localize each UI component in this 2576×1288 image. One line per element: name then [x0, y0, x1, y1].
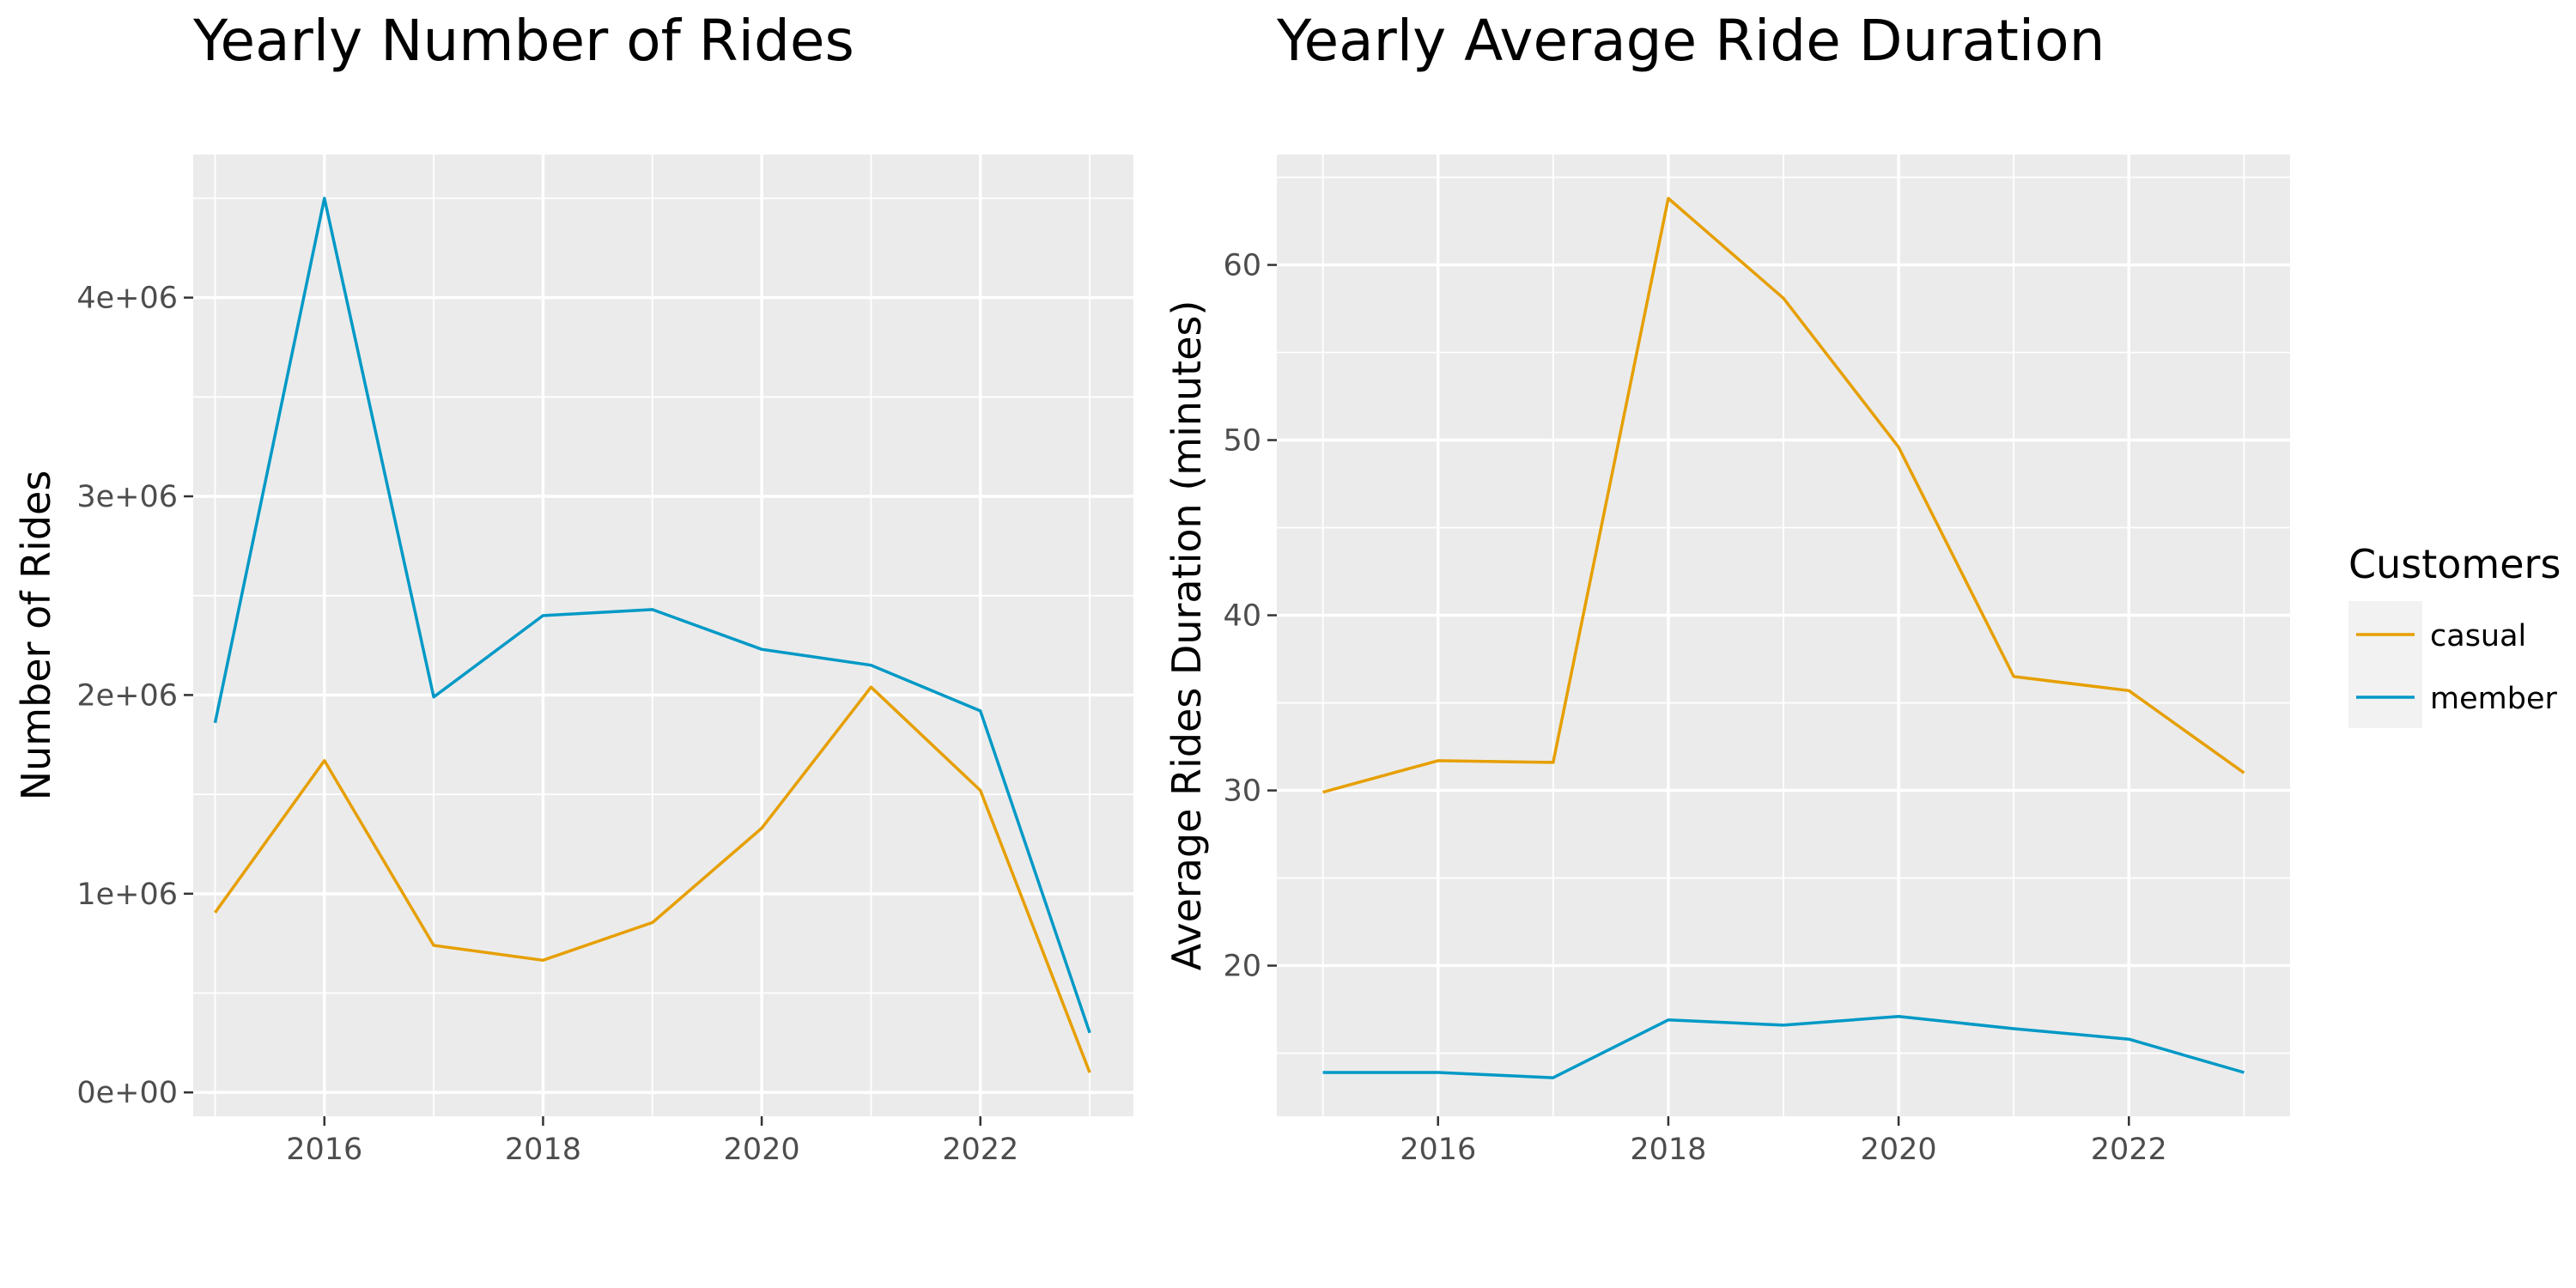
y-tick-label: 30: [1223, 775, 1261, 809]
y-tick-label: 50: [1223, 424, 1261, 459]
y-tick-label: 40: [1223, 599, 1261, 634]
y-axis-title: Number of Rides: [13, 471, 59, 801]
series-lines: [1322, 197, 2245, 1079]
y-axis: 20 30 40 50 60: [1223, 249, 1277, 984]
legend: Customers casual member: [2348, 541, 2561, 728]
x-tick-label: 2018: [1630, 1133, 1706, 1167]
x-axis: 2016 2018 2020 2022: [1400, 1116, 2167, 1167]
gridlines: [1277, 155, 2290, 1116]
y-tick-label: 1e+06: [76, 878, 178, 912]
y-tick-label: 0e+00: [76, 1076, 178, 1110]
series-line-casual: [214, 685, 1091, 1073]
x-axis: 2016 2018 2020 2022: [286, 1116, 1018, 1167]
y-tick-label: 3e+06: [76, 480, 178, 514]
series-line-casual: [1322, 197, 2245, 794]
legend-key-background: [2348, 601, 2422, 728]
duration-chart: Yearly Average Ride Duration 2016 2018 202…: [1163, 8, 2290, 1167]
y-tick-label: 4e+06: [76, 282, 178, 316]
rides-chart: Yearly Number of Rides 2016 2018 2020 2022 …: [13, 8, 1133, 1167]
y-axis: 0e+00 1e+06 2e+06 3e+06 4e+06: [76, 282, 193, 1110]
y-axis-title: Average Rides Duration (minutes): [1163, 301, 1210, 971]
legend-title: Customers: [2348, 541, 2561, 587]
x-tick-label: 2018: [505, 1133, 581, 1167]
legend-label-member: member: [2430, 682, 2557, 716]
y-tick-label: 20: [1223, 950, 1261, 984]
x-tick-label: 2016: [1400, 1133, 1476, 1167]
x-tick-label: 2020: [1861, 1133, 1937, 1167]
x-tick-label: 2020: [724, 1133, 800, 1167]
gridlines: [193, 155, 1133, 1116]
series-line-member: [213, 197, 1091, 1034]
x-tick-label: 2022: [2091, 1133, 2167, 1167]
x-tick-label: 2016: [286, 1133, 362, 1167]
y-tick-label: 60: [1223, 249, 1261, 283]
y-tick-label: 2e+06: [76, 678, 178, 713]
x-tick-label: 2022: [942, 1133, 1018, 1167]
chart-title: Yearly Number of Rides: [192, 8, 854, 74]
series-lines: [213, 197, 1091, 1073]
series-line-member: [1322, 1014, 2245, 1079]
legend-label-casual: casual: [2430, 619, 2526, 653]
chart-title: Yearly Average Ride Duration: [1276, 8, 2105, 74]
